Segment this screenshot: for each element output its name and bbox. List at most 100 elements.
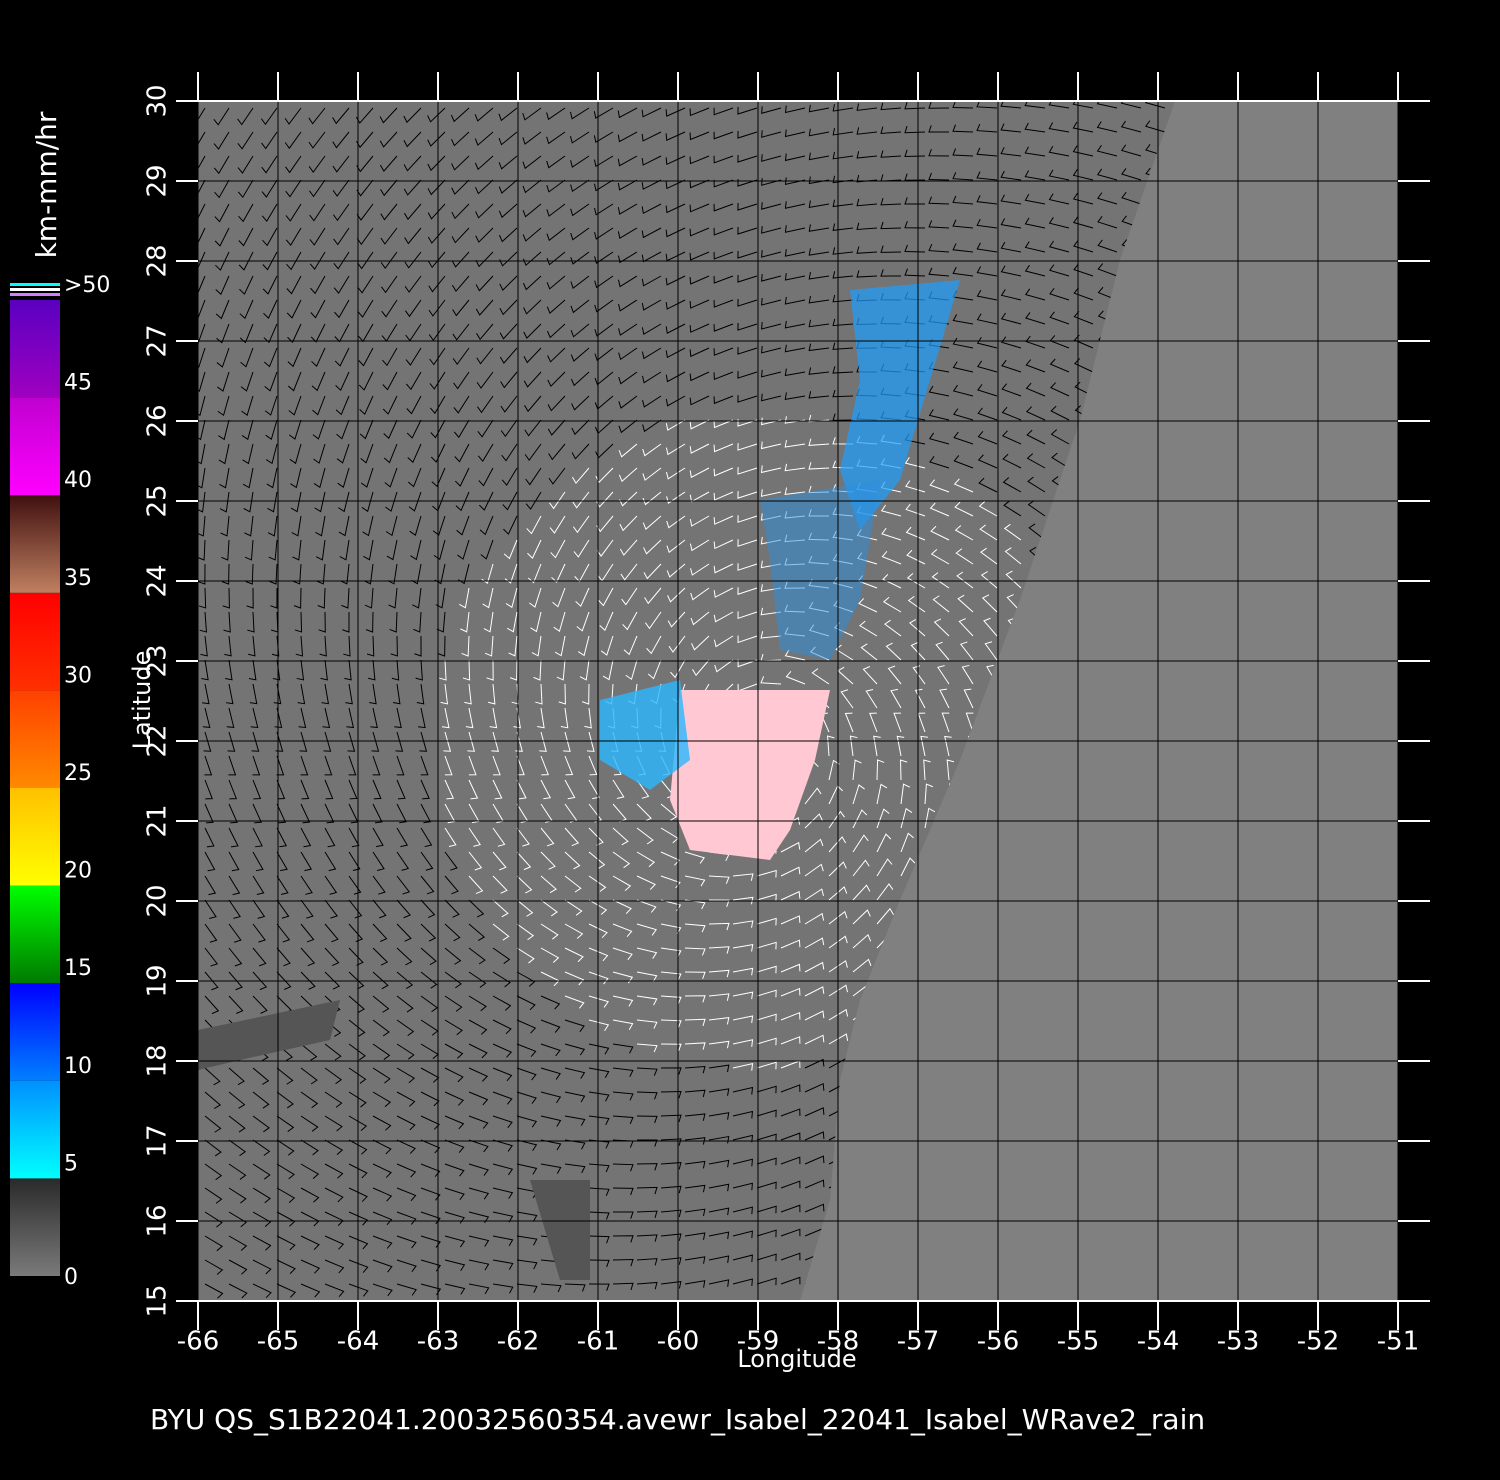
wind-barb <box>468 1259 490 1271</box>
wind-barb <box>252 1139 271 1156</box>
wind-barb <box>665 179 686 190</box>
wind-barb <box>954 525 974 541</box>
wind-barb <box>618 299 638 312</box>
wind-barb <box>516 755 525 776</box>
wind-barb <box>451 131 470 147</box>
wind-barb <box>204 923 218 943</box>
colorbar-tick-label: 35 <box>64 566 92 591</box>
wind-barb <box>396 1163 417 1178</box>
wind-barb <box>348 1139 368 1155</box>
wind-barb <box>689 371 710 382</box>
wind-barb <box>1003 523 1022 541</box>
wind-barb <box>432 515 446 536</box>
wind-barb <box>324 923 339 943</box>
wind-barb <box>588 1163 610 1173</box>
wind-barb <box>1120 120 1142 133</box>
wind-barb <box>516 779 527 800</box>
wind-barb <box>204 947 219 967</box>
wind-barb <box>660 1162 682 1170</box>
wind-barb <box>288 395 302 416</box>
colorbar-tick-label: 45 <box>64 371 92 396</box>
wind-barb <box>880 221 902 230</box>
wind-barb <box>348 1259 369 1273</box>
wind-barb <box>452 299 470 317</box>
wind-barb <box>420 875 435 895</box>
wind-barb <box>250 707 259 729</box>
wind-barb <box>492 779 503 800</box>
wind-barb <box>952 266 974 277</box>
wind-barb <box>338 515 350 537</box>
wind-barb <box>900 759 908 781</box>
wind-barb <box>540 851 556 870</box>
wind-barb <box>198 419 206 441</box>
wind-barb <box>478 467 494 487</box>
wind-barb <box>276 1115 295 1132</box>
wind-barb <box>324 1163 344 1179</box>
colorbar-tick-label: 30 <box>64 663 92 688</box>
wind-barb <box>335 395 350 416</box>
wind-barb <box>224 635 232 657</box>
wind-barb <box>444 1187 465 1201</box>
wind-barb <box>324 1091 343 1108</box>
wind-barb <box>713 299 734 308</box>
wind-barb <box>708 1064 730 1073</box>
wind-barb <box>1028 523 1046 541</box>
wind-barb <box>588 1211 610 1220</box>
wind-barb <box>516 827 530 847</box>
y-tick-label: 26 <box>143 404 173 437</box>
wind-barb <box>828 984 849 997</box>
wind-barb <box>444 1043 464 1059</box>
wind-barb <box>979 524 998 541</box>
wind-barb <box>228 947 243 967</box>
wind-barb <box>1024 122 1046 133</box>
wind-barb <box>737 347 758 355</box>
wind-barb <box>416 683 425 705</box>
wind-barb <box>252 923 266 943</box>
wind-barb <box>642 467 662 481</box>
wind-barb <box>930 549 950 565</box>
wind-barb <box>660 1043 682 1052</box>
wind-barb <box>900 783 911 805</box>
wind-barb <box>547 395 566 412</box>
wind-barb <box>876 883 894 901</box>
wind-barb <box>383 419 398 440</box>
wind-barb <box>427 155 446 172</box>
wind-barb <box>276 1091 294 1109</box>
wind-barb <box>588 875 607 892</box>
wind-barb <box>498 203 518 219</box>
wind-barb <box>300 779 310 800</box>
wind-barb <box>204 755 213 776</box>
wind-barb <box>828 1008 849 1021</box>
wind-barb <box>856 198 878 207</box>
wind-barb <box>756 1277 777 1286</box>
wind-barb <box>540 899 558 917</box>
wind-barb <box>516 995 536 1011</box>
wind-barb <box>483 611 494 633</box>
wind-barb <box>689 419 710 430</box>
wind-barb <box>564 899 583 916</box>
wind-barb <box>530 611 542 633</box>
wind-barb <box>533 659 542 681</box>
wind-barb <box>336 419 350 440</box>
wind-barb <box>564 1091 586 1103</box>
wind-barb <box>952 384 974 397</box>
wind-barb <box>201 659 209 681</box>
wind-barb <box>689 515 710 527</box>
wind-barb <box>300 899 314 919</box>
wind-barb <box>309 227 326 246</box>
wind-barb <box>684 1137 706 1145</box>
wind-barb <box>516 1283 538 1293</box>
wind-barb <box>708 922 730 931</box>
wind-barb <box>348 971 365 990</box>
wind-barb <box>540 1019 561 1033</box>
wind-barb <box>852 784 865 805</box>
wind-barb <box>285 155 302 174</box>
wind-barb <box>404 275 422 293</box>
wind-barb <box>223 611 231 633</box>
wind-barb <box>761 202 782 210</box>
wind-barb <box>315 539 326 561</box>
wind-barb <box>492 971 511 988</box>
wind-barb <box>492 1235 514 1247</box>
wind-barb <box>636 875 656 890</box>
wind-barb <box>761 321 782 330</box>
